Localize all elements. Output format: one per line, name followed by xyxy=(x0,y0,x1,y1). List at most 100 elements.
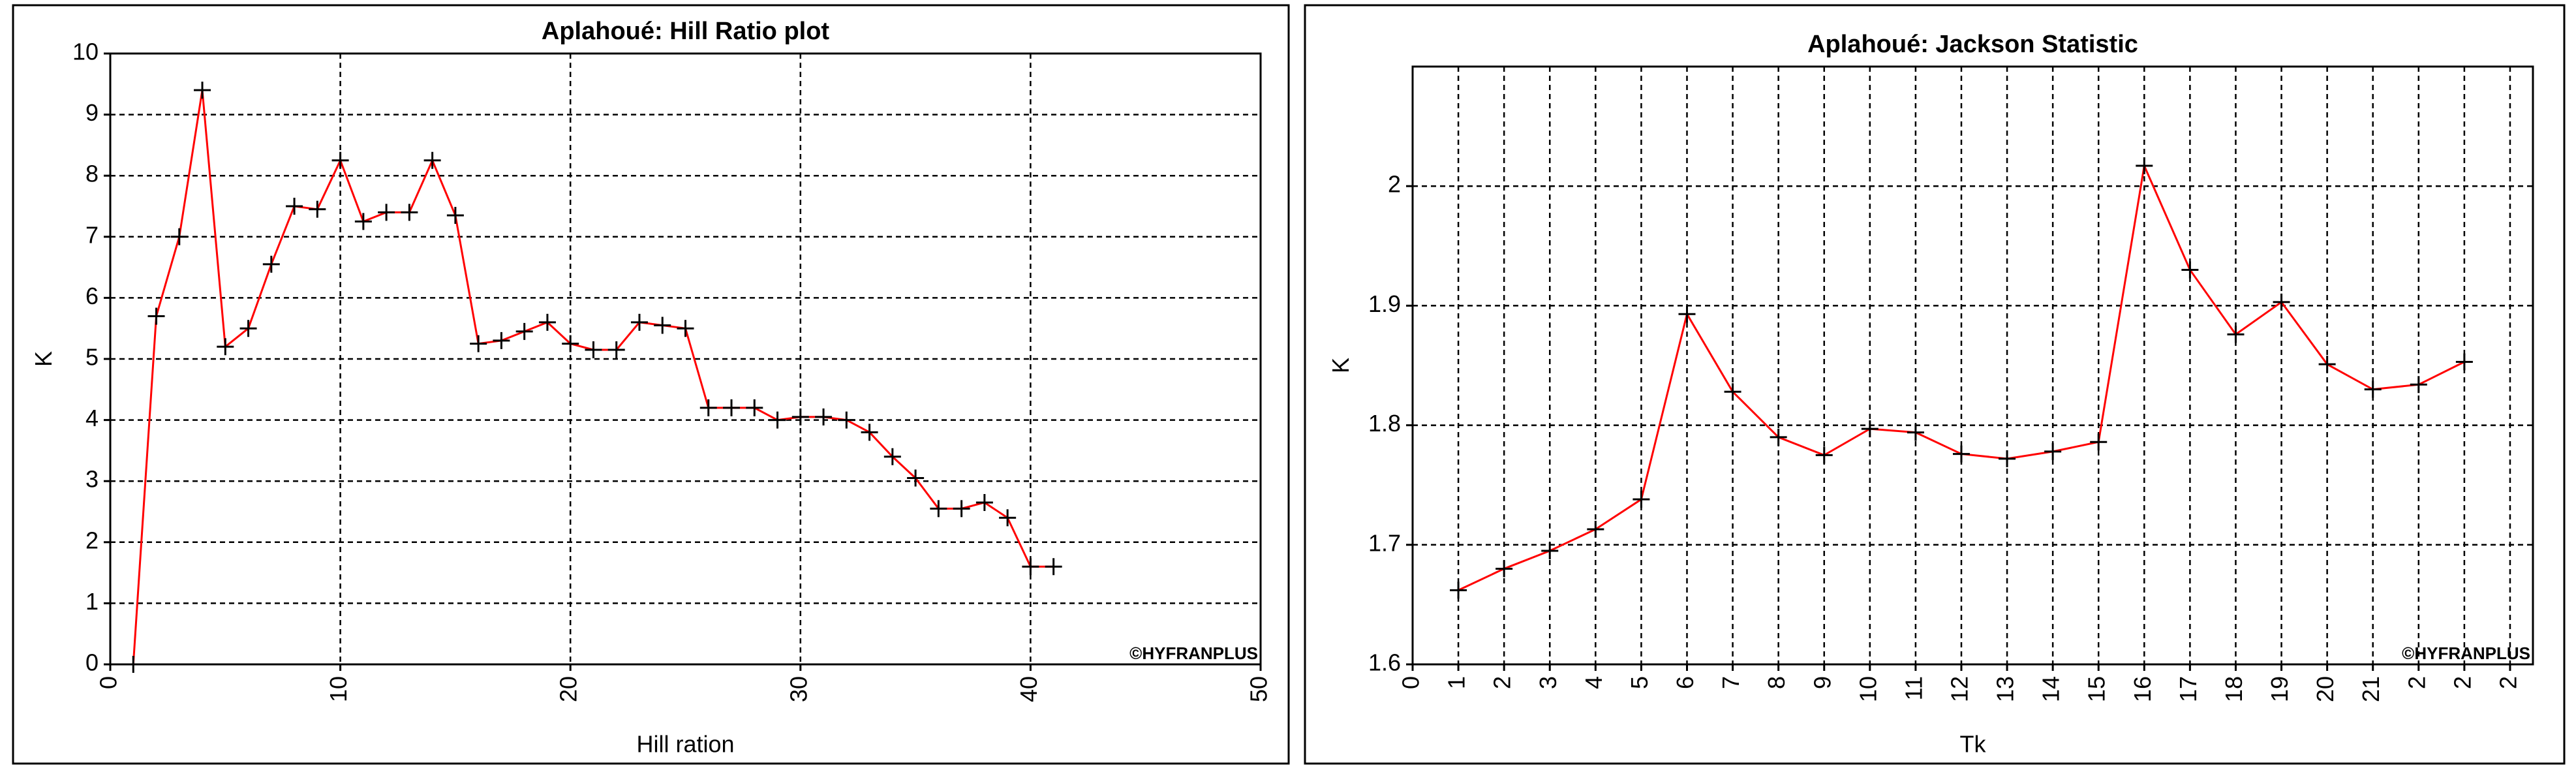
data-marker xyxy=(401,204,418,221)
data-marker xyxy=(769,411,786,429)
x-tick-label: 2 xyxy=(1489,676,1516,689)
x-axis-label: Hill ration xyxy=(636,731,734,758)
y-tick-label: 5 xyxy=(85,344,99,371)
x-tick-label: 30 xyxy=(785,676,812,702)
y-tick-label: 2 xyxy=(85,527,99,553)
data-marker xyxy=(2273,293,2290,311)
y-tick-label: 3 xyxy=(85,466,99,493)
data-marker xyxy=(262,255,280,273)
data-marker xyxy=(423,151,441,169)
x-tick-label: 4 xyxy=(1580,676,1607,689)
x-tick-label: 11 xyxy=(1900,676,1927,700)
y-tick-label: 2 xyxy=(1388,171,1401,198)
plot-area xyxy=(1411,65,2534,666)
data-marker xyxy=(746,399,763,416)
data-marker xyxy=(286,198,303,215)
data-marker xyxy=(585,341,602,358)
y-tick-label: 1.8 xyxy=(1368,410,1401,437)
data-marker xyxy=(1045,558,1062,576)
data-marker xyxy=(654,317,671,334)
x-tick-label: 16 xyxy=(2129,676,2156,702)
data-marker xyxy=(446,207,464,224)
data-marker xyxy=(699,399,717,416)
x-tick-label: 21 xyxy=(2357,676,2384,702)
annotation: ©HYFRANPLUS xyxy=(2402,643,2530,663)
x-tick-label: 13 xyxy=(1992,676,2019,702)
x-axis-label: Tk xyxy=(1960,731,1987,758)
data-marker xyxy=(562,335,579,352)
y-tick-label: 1 xyxy=(85,588,99,615)
x-tick-label: 2 xyxy=(2449,676,2476,689)
data-marker xyxy=(1861,420,1878,438)
data-marker xyxy=(239,320,257,337)
y-tick-label: 4 xyxy=(85,405,99,431)
data-marker xyxy=(1541,542,1559,559)
data-marker xyxy=(125,656,142,673)
data-marker xyxy=(493,332,510,349)
data-marker xyxy=(147,307,165,325)
data-marker xyxy=(309,200,326,218)
data-marker xyxy=(1770,428,1787,446)
chart-title: Aplahoué: Hill Ratio plot xyxy=(542,18,830,45)
x-tick-label: 3 xyxy=(1535,676,1561,689)
data-marker xyxy=(2364,380,2382,398)
data-marker xyxy=(791,408,809,426)
data-marker xyxy=(217,338,234,356)
data-marker xyxy=(2136,157,2153,175)
x-tick-label: 0 xyxy=(1398,676,1424,689)
data-marker xyxy=(861,424,878,441)
y-tick-label: 9 xyxy=(85,99,99,126)
data-marker xyxy=(1952,445,1970,463)
x-tick-label: 2 xyxy=(2494,676,2521,689)
chart-title: Aplahoué: Jackson Statistic xyxy=(1807,31,2138,58)
y-tick-label: 8 xyxy=(85,161,99,187)
y-tick-label: 0 xyxy=(85,649,99,676)
data-marker xyxy=(815,408,833,426)
x-tick-label: 17 xyxy=(2175,676,2201,702)
x-tick-label: 7 xyxy=(1717,676,1744,689)
data-marker xyxy=(1587,520,1604,538)
x-tick-label: 50 xyxy=(1246,676,1272,702)
data-marker xyxy=(2090,433,2108,451)
plot-area xyxy=(109,52,1262,666)
x-tick-label: 18 xyxy=(2220,676,2247,702)
data-marker xyxy=(883,448,901,465)
x-tick-label: 1 xyxy=(1443,676,1470,689)
y-tick-label: 1.9 xyxy=(1368,290,1401,317)
data-marker xyxy=(538,313,556,331)
data-marker xyxy=(838,411,855,429)
data-marker xyxy=(470,335,487,352)
data-marker xyxy=(2455,353,2473,371)
data-marker xyxy=(2318,356,2336,373)
data-marker xyxy=(2181,261,2199,279)
data-marker xyxy=(1495,560,1513,578)
x-tick-label: 10 xyxy=(325,676,352,702)
data-marker xyxy=(515,322,533,340)
data-marker xyxy=(2044,442,2062,460)
data-marker xyxy=(1907,424,1924,441)
data-marker xyxy=(1022,558,1039,576)
y-tick-label: 6 xyxy=(85,283,99,309)
y-tick-label: 1.7 xyxy=(1368,529,1401,556)
x-tick-label: 2 xyxy=(2403,676,2430,689)
data-marker xyxy=(607,341,625,358)
y-axis-label: K xyxy=(30,351,57,367)
data-marker xyxy=(1999,450,2016,467)
y-axis-label: K xyxy=(1327,358,1354,373)
x-tick-label: 9 xyxy=(1809,676,1835,689)
data-marker xyxy=(2227,326,2245,343)
x-tick-label: 14 xyxy=(2038,676,2064,702)
x-tick-label: 12 xyxy=(1946,676,1972,702)
y-tick-label: 1.6 xyxy=(1368,649,1401,676)
x-tick-label: 15 xyxy=(2083,676,2110,702)
data-marker xyxy=(677,320,694,337)
annotation: ©HYFRANPLUS xyxy=(1129,643,1258,663)
x-tick-label: 8 xyxy=(1763,676,1790,689)
data-marker xyxy=(975,493,993,511)
data-marker xyxy=(354,213,372,230)
data-marker xyxy=(999,509,1017,527)
x-tick-label: 10 xyxy=(1854,676,1881,702)
data-marker xyxy=(1815,446,1833,464)
data-marker xyxy=(930,500,947,518)
